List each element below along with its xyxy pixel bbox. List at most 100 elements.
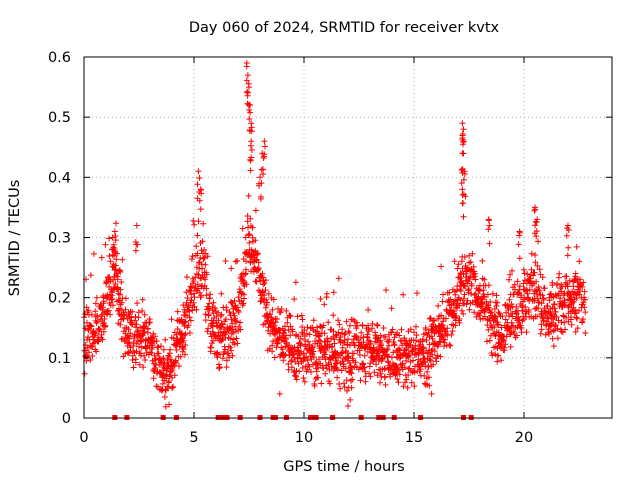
data-point <box>167 346 174 353</box>
data-point <box>100 298 107 305</box>
data-point <box>132 239 139 245</box>
data-point <box>550 343 557 350</box>
data-point <box>514 278 521 285</box>
x-tick-label: 5 <box>189 430 198 446</box>
data-point <box>565 244 572 251</box>
data-point <box>321 301 328 308</box>
data-point <box>326 366 333 373</box>
data-point <box>427 357 434 364</box>
data-point <box>544 314 551 321</box>
data-point <box>443 315 449 322</box>
data-point <box>199 265 206 272</box>
data-point <box>346 329 353 336</box>
data-point <box>184 312 190 319</box>
data-point <box>491 324 498 330</box>
data-point <box>292 279 299 286</box>
data-point <box>202 317 209 324</box>
data-point <box>118 279 125 285</box>
data-point <box>506 296 513 303</box>
data-point <box>452 291 459 298</box>
data-point <box>538 300 545 307</box>
data-point <box>582 309 589 316</box>
data-point <box>389 326 396 333</box>
data-point <box>521 296 528 303</box>
data-point <box>334 366 341 373</box>
data-point <box>466 276 473 282</box>
data-point <box>465 286 472 293</box>
data-point <box>402 379 409 386</box>
data-point <box>447 342 454 349</box>
data-point <box>231 341 238 348</box>
data-point <box>460 176 467 183</box>
data-point <box>407 326 414 333</box>
data-point <box>565 222 571 229</box>
data-point <box>259 150 266 157</box>
data-point <box>113 256 120 263</box>
data-point <box>516 232 523 239</box>
data-point <box>456 315 463 322</box>
data-point <box>246 239 253 246</box>
data-point <box>308 369 314 375</box>
data-point <box>459 200 466 207</box>
data-point <box>343 318 350 325</box>
data-point <box>380 325 387 331</box>
data-point <box>313 368 320 375</box>
data-point <box>405 372 412 378</box>
data-point <box>130 343 137 349</box>
data-point <box>110 241 117 248</box>
data-point <box>387 373 394 380</box>
data-point <box>178 316 185 323</box>
data-point <box>502 341 509 348</box>
data-point <box>235 309 242 315</box>
data-point <box>430 361 437 368</box>
data-point <box>93 294 100 301</box>
data-point <box>207 291 214 298</box>
data-point <box>420 344 427 351</box>
data-point <box>551 301 558 308</box>
data-point <box>132 313 139 320</box>
data-point <box>437 353 444 360</box>
data-point <box>508 301 515 308</box>
data-point <box>293 373 300 380</box>
data-point <box>172 358 179 365</box>
data-point <box>272 319 279 326</box>
data-point <box>210 299 217 306</box>
data-point <box>356 351 363 358</box>
data-point <box>494 299 501 306</box>
data-point <box>365 306 372 313</box>
data-point <box>248 154 255 161</box>
data-point <box>180 346 187 353</box>
data-point <box>301 327 308 334</box>
data-point <box>400 383 407 390</box>
data-point <box>92 300 99 307</box>
data-point <box>563 232 570 239</box>
data-point <box>274 316 280 322</box>
data-point <box>293 367 300 374</box>
data-point <box>96 326 103 333</box>
data-point <box>574 325 581 332</box>
data-point <box>480 287 487 294</box>
data-point <box>317 323 324 330</box>
data-point <box>283 335 289 342</box>
data-point <box>507 271 513 278</box>
data-point <box>540 296 547 303</box>
data-point <box>135 309 142 316</box>
data-point <box>489 290 496 297</box>
data-point <box>187 317 194 324</box>
data-point <box>513 303 520 310</box>
data-point <box>369 320 376 327</box>
data-point <box>184 274 190 281</box>
data-point <box>222 258 229 264</box>
data-point <box>118 299 125 306</box>
data-point <box>173 359 180 366</box>
data-point <box>204 328 211 335</box>
data-point <box>580 316 586 323</box>
data-point <box>109 263 116 270</box>
data-point <box>202 276 209 283</box>
data-point <box>460 213 467 220</box>
data-point <box>463 301 470 308</box>
data-point <box>114 276 121 283</box>
data-point <box>345 353 352 360</box>
data-point <box>296 339 303 346</box>
data-point <box>122 295 129 302</box>
